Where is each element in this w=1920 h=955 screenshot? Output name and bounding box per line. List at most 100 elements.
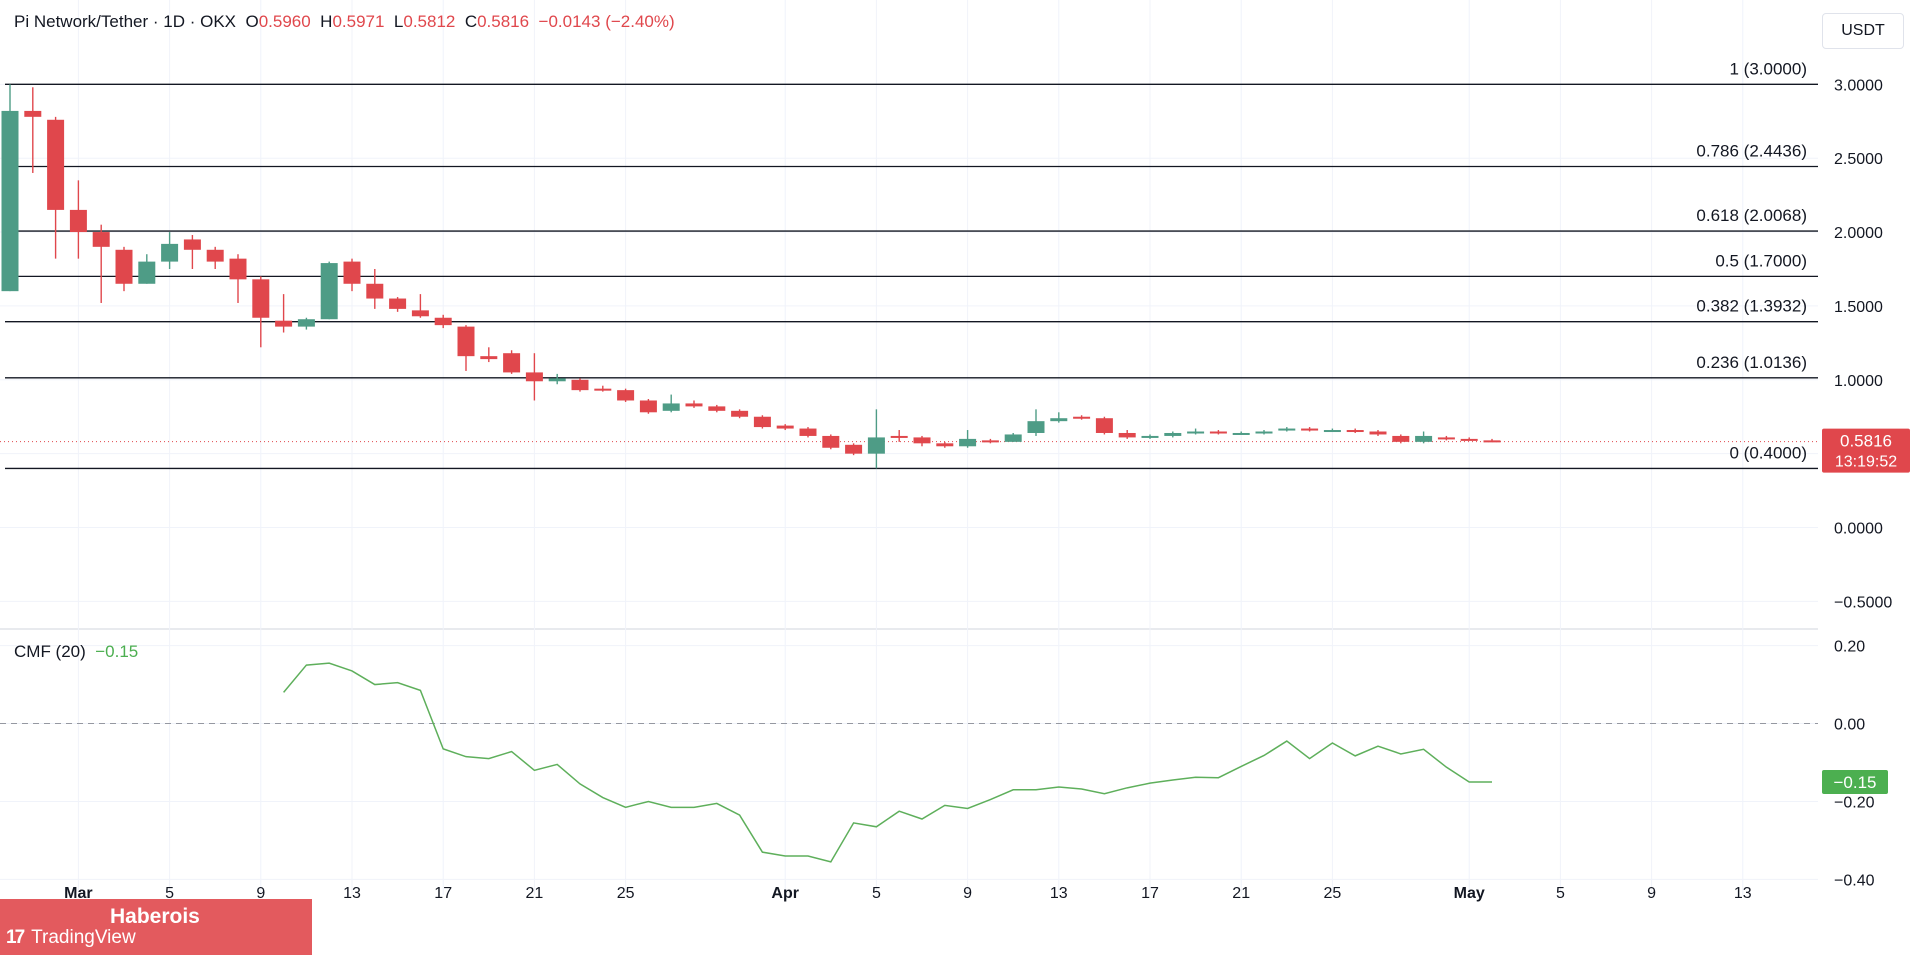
high-value: 0.5971 (332, 12, 385, 31)
fibonacci-levels: 1 (3.0000) 0.786 (2.4436) 0.618 (2.0068) 0.… (0, 59, 1818, 470)
last-price-value: 0.5816 (1840, 432, 1892, 451)
candle-body (24, 110, 42, 117)
candle-body (503, 353, 521, 373)
last-price-badge (1822, 428, 1910, 473)
candle-body (662, 403, 680, 411)
change-value: −0.0143 (−2.40%) (538, 12, 675, 31)
price-tick-label: 2.0000 (1834, 225, 1883, 242)
watermark: Haberois (110, 905, 200, 928)
candle-body (1369, 431, 1387, 435)
cmf-tick-label: −0.40 (1834, 872, 1875, 889)
candle-body (571, 379, 589, 391)
cmf-tick-label: 0.20 (1834, 639, 1865, 656)
branding-bar: Haberois 17 TradingView (0, 899, 312, 955)
x-tick-label: 9 (963, 885, 972, 902)
candle-body (936, 443, 954, 447)
price-tick-label: −0.5000 (1834, 594, 1892, 611)
x-tick-label: 9 (1647, 885, 1656, 902)
fib-label: 0.786 (2.4436) (1696, 142, 1807, 161)
candle-body (1164, 432, 1182, 436)
chart-grid (0, 0, 1818, 895)
candle-body (525, 372, 543, 382)
candle-body (799, 428, 817, 436)
candle-body (822, 435, 840, 448)
candle-body (1073, 416, 1091, 419)
candle-body (1255, 431, 1273, 434)
candle-body (411, 310, 429, 317)
candle-body (206, 249, 224, 262)
candle-body (434, 317, 452, 326)
candle-body (1209, 431, 1227, 434)
candle-body (161, 243, 179, 262)
candle-body (320, 263, 338, 320)
x-tick-label: 13 (1734, 885, 1752, 902)
candle-body (594, 388, 612, 391)
cmf-badge-value: −0.15 (1833, 773, 1876, 792)
candle-body (457, 326, 475, 357)
x-tick-label: 5 (872, 885, 881, 902)
candle-body (252, 279, 270, 318)
candle-body (617, 390, 635, 401)
fib-label: 0.236 (1.0136) (1696, 353, 1807, 372)
x-tick-label: 17 (434, 885, 452, 902)
candle-body (480, 356, 498, 360)
fib-label: 0.5 (1.7000) (1715, 251, 1807, 270)
cmf-tick-label: 0.00 (1834, 717, 1865, 734)
candle-body (389, 298, 407, 309)
cmf-tick-label: −0.20 (1834, 794, 1875, 811)
open-value: 0.5960 (258, 12, 311, 31)
candle-body (548, 378, 566, 382)
candle-body (47, 119, 65, 210)
tradingview-logo[interactable]: 17 TradingView (6, 927, 136, 949)
candle-body (1460, 438, 1478, 441)
candle-body (297, 319, 315, 327)
candle-body (1232, 432, 1250, 435)
countdown-timer: 13:19:52 (1835, 454, 1897, 471)
candle-body (366, 283, 384, 299)
candle-body (1278, 428, 1296, 431)
open-label: O (245, 12, 259, 31)
low-value: 0.5812 (403, 12, 456, 31)
fib-label: 0 (0.4000) (1730, 443, 1808, 462)
x-tick-label: 9 (256, 885, 265, 902)
candle-body (981, 440, 999, 443)
x-tick-label: 5 (165, 885, 174, 902)
price-badges: 0.5816 13:19:52 −0.15 (1822, 428, 1910, 794)
candle-body (1415, 435, 1433, 442)
tradingview-text: TradingView (31, 927, 136, 948)
candle-body (115, 249, 133, 284)
price-tick-label: 2.5000 (1834, 151, 1883, 168)
cmf-legend[interactable]: CMF (20) −0.15 (14, 642, 138, 662)
candle-body (1301, 428, 1319, 431)
candle-body (776, 425, 794, 429)
candle-body (183, 239, 201, 250)
price-tick-label: 1.0000 (1834, 373, 1883, 390)
candle-body (1004, 434, 1022, 442)
cmf-panel (0, 662, 1818, 863)
candle-body (1, 110, 19, 292)
candle-body (1027, 421, 1045, 433)
candle-body (639, 400, 657, 413)
candle-body (275, 320, 293, 327)
currency-button[interactable]: USDT (1822, 13, 1904, 49)
candle-body (1050, 418, 1068, 422)
candle-body (343, 261, 361, 284)
candle-body (731, 410, 749, 417)
high-label: H (320, 12, 333, 31)
price-tick-label: 0.0000 (1834, 521, 1883, 538)
candle-body (867, 437, 885, 454)
price-tick-label: 3.0000 (1834, 77, 1883, 94)
x-tick-label: 21 (526, 885, 544, 902)
candle-body (1118, 432, 1136, 438)
close-value: 0.5816 (477, 12, 530, 31)
candle-body (1392, 435, 1410, 442)
candle-body (1483, 440, 1501, 443)
x-tick-label: May (1454, 885, 1485, 902)
candle-body (890, 435, 908, 438)
tradingview-logo-icon: 17 (6, 927, 25, 948)
candle-body (229, 258, 247, 280)
candle-body (913, 437, 931, 444)
candle-body (1095, 418, 1113, 433)
x-tick-label: 5 (1556, 885, 1565, 902)
